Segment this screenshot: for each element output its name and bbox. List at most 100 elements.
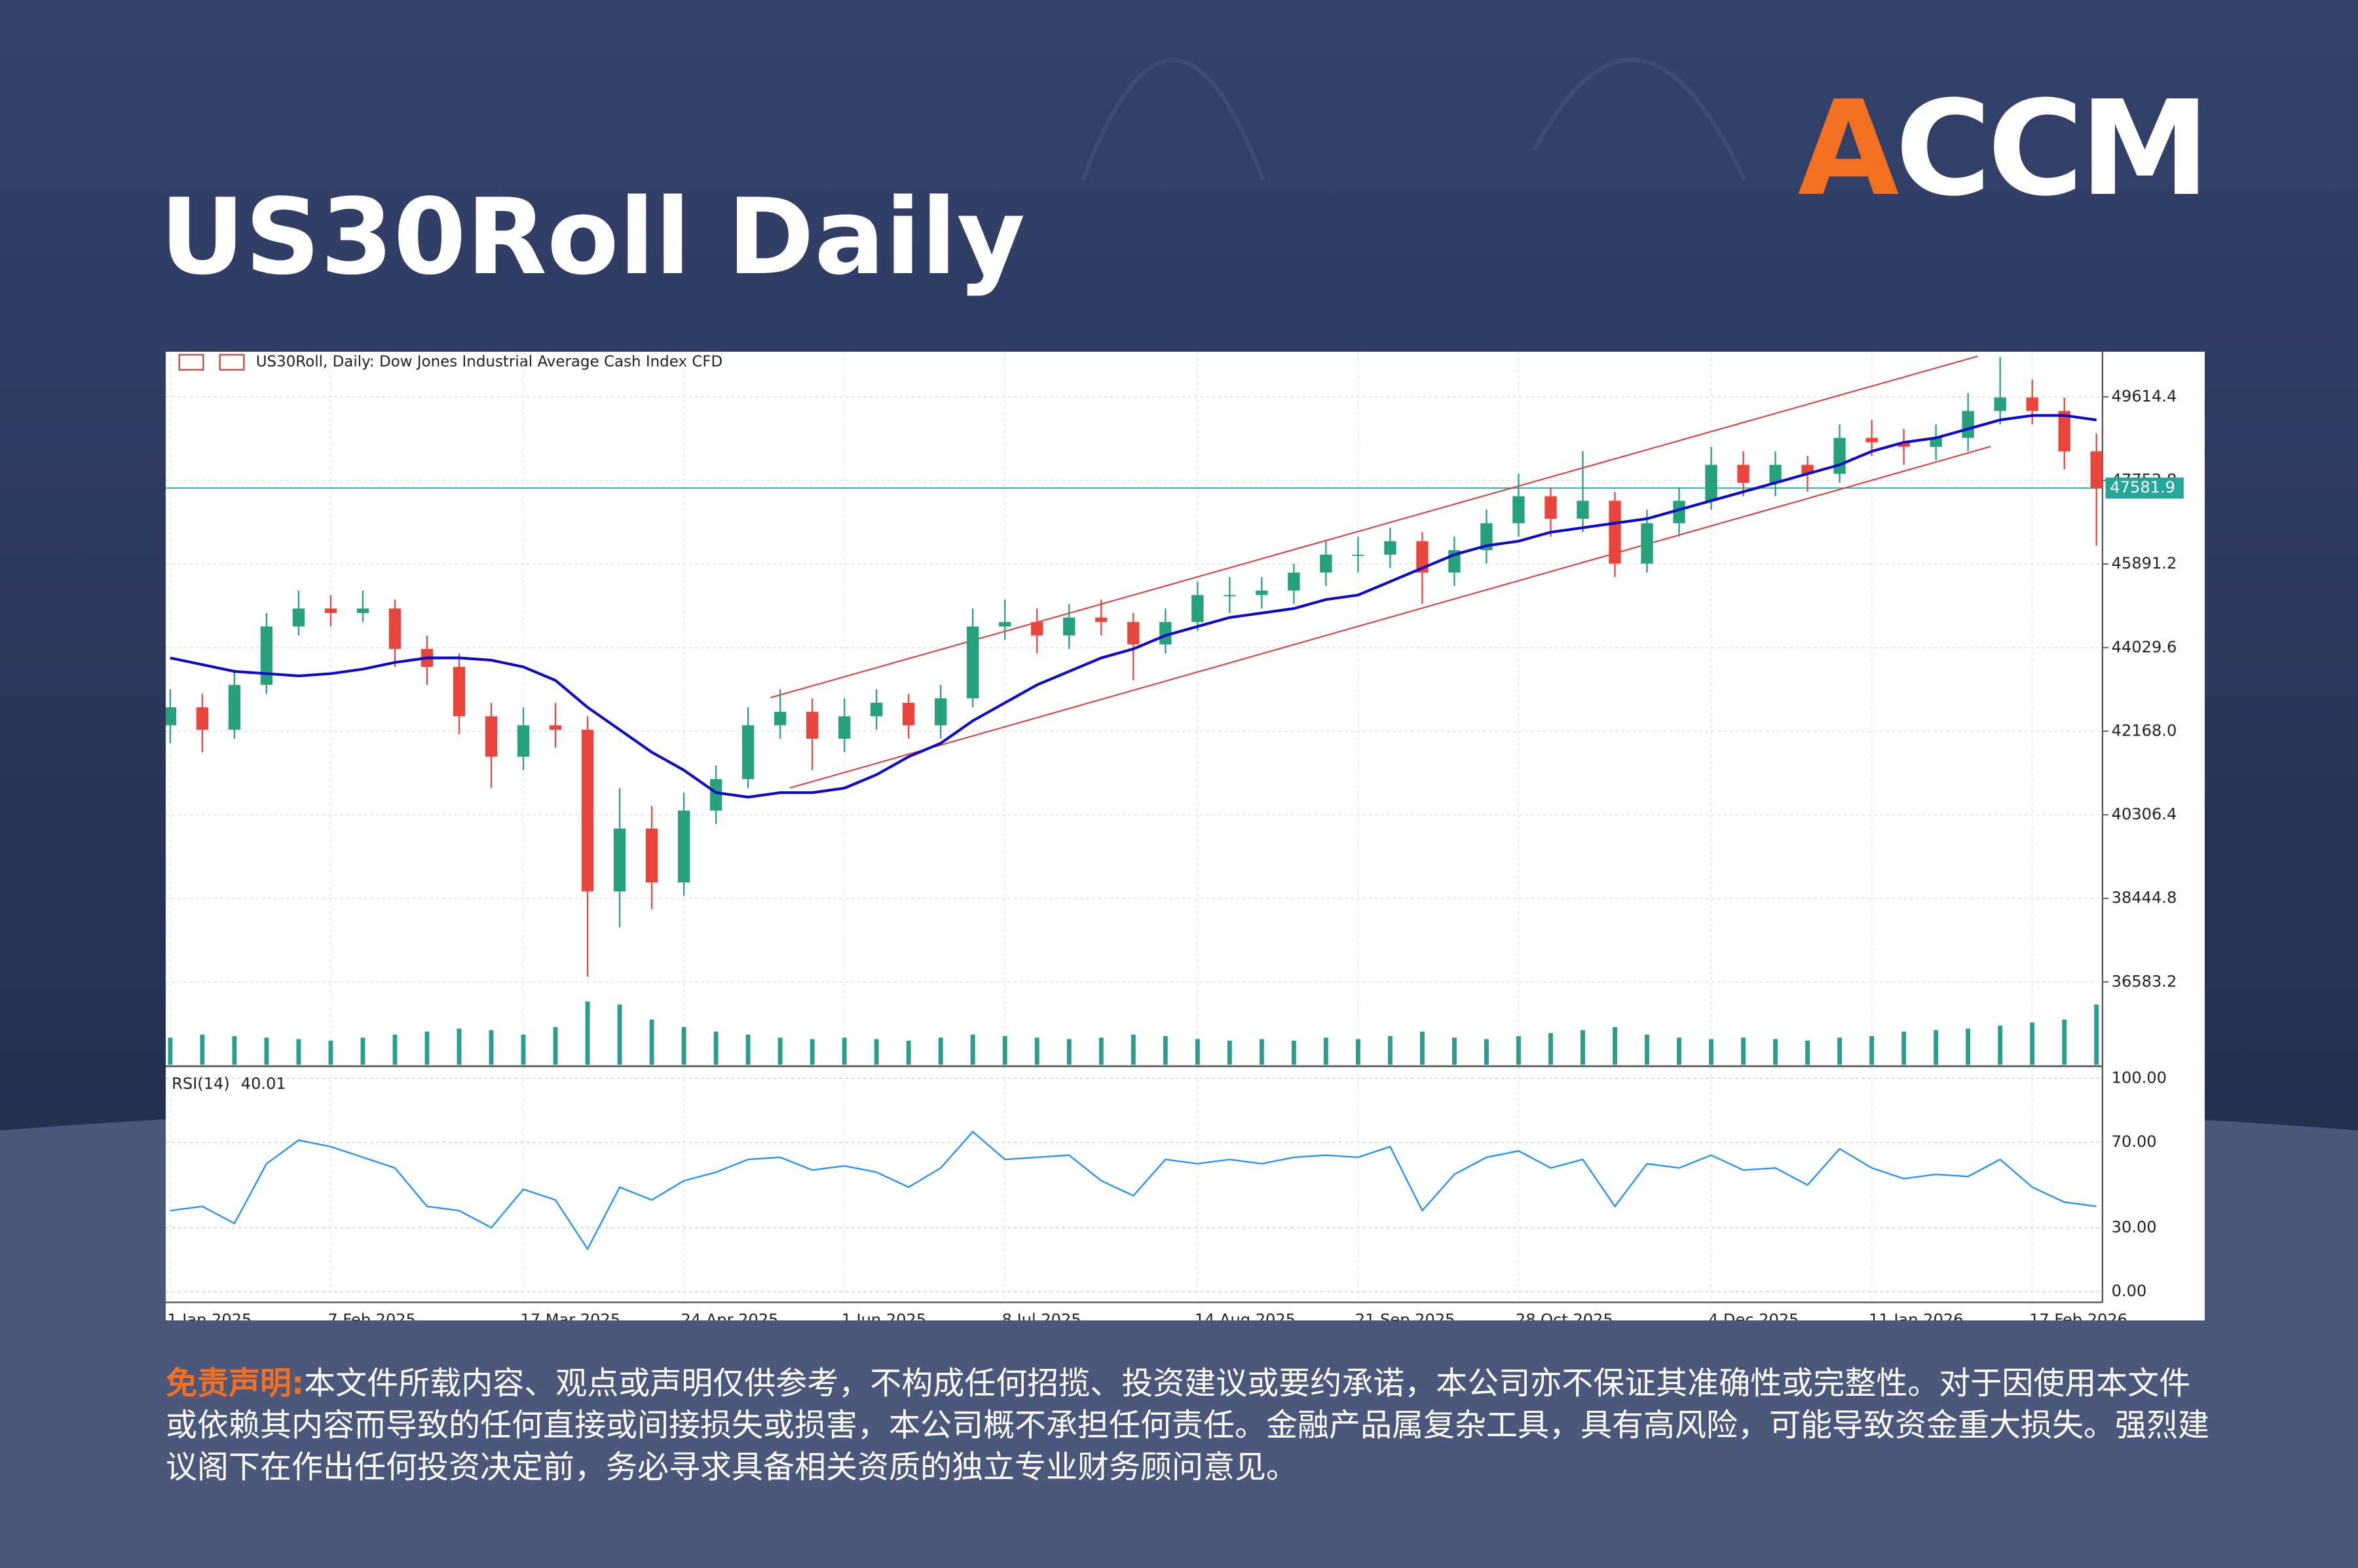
volume-bar <box>1677 1037 1681 1065</box>
volume-bar <box>1066 1039 1072 1065</box>
candle-body <box>1159 622 1172 644</box>
last-price-box <box>2105 477 2184 499</box>
volume-bar <box>842 1037 847 1065</box>
chart-subtitle: US30Roll, Daily: Dow Jones Industrial Av… <box>256 354 722 371</box>
volume-bar <box>713 1032 719 1065</box>
volume-bar <box>392 1034 398 1065</box>
candle-body <box>453 667 466 717</box>
candle-body <box>645 829 658 883</box>
candle-body <box>356 608 369 613</box>
candle-body <box>485 716 498 757</box>
volume-bar <box>1227 1040 1232 1065</box>
x-tick-label: 21 Sep 2025 <box>1355 1311 1455 1320</box>
rsi-value: 40.01 <box>241 1074 286 1092</box>
volume-bar <box>1323 1037 1328 1065</box>
candle-body <box>1705 464 1717 501</box>
candle-body <box>613 829 626 892</box>
volume-bar <box>810 1039 815 1065</box>
candle-body <box>1544 496 1557 519</box>
candle-body <box>1833 438 1846 474</box>
candle-body <box>806 711 819 739</box>
volume-bar <box>232 1036 237 1065</box>
volume-bar <box>1709 1039 1713 1065</box>
volume-bar <box>2062 1019 2067 1065</box>
y-tick-label: 45891.2 <box>2112 554 2177 572</box>
rsi-tick-label: 0.00 <box>2112 1282 2147 1300</box>
candle-body <box>1256 590 1268 595</box>
candle-body <box>196 707 209 730</box>
candle-body <box>1480 523 1493 550</box>
last-price-label: 47581.9 <box>2110 478 2175 496</box>
candle-body <box>1352 554 1364 556</box>
candle-body <box>1384 541 1396 555</box>
candle-body <box>1224 595 1236 597</box>
candle-body <box>292 608 305 627</box>
volume-bar <box>585 1001 590 1065</box>
x-tick-label: 1 Jan 2025 <box>167 1311 252 1320</box>
candle-body <box>1898 442 1910 447</box>
volume-bar <box>521 1034 526 1065</box>
chart: US30Roll, Daily: Dow Jones Industrial Av… <box>166 352 2205 1320</box>
bg-deco <box>1080 58 1265 181</box>
candle-body <box>1095 617 1108 622</box>
y-tick-label: 44029.6 <box>2112 638 2177 656</box>
volume-bar <box>424 1032 430 1065</box>
y-tick-label: 49614.4 <box>2112 387 2177 405</box>
volume-bar <box>1581 1030 1585 1065</box>
volume-bar <box>874 1039 879 1065</box>
candle-body <box>549 725 562 730</box>
volume-bar <box>1098 1037 1104 1065</box>
candle-body <box>517 725 530 757</box>
candle-body <box>1416 541 1429 573</box>
volume-bar <box>328 1040 333 1065</box>
x-tick-label: 4 Dec 2025 <box>1708 1311 1799 1320</box>
candle-body <box>260 626 273 685</box>
volume-bar <box>553 1027 558 1065</box>
volume-bar <box>1163 1036 1168 1065</box>
volume-bar <box>1387 1036 1393 1065</box>
volume-bar <box>168 1037 173 1065</box>
volume-bar <box>264 1037 269 1065</box>
candle-body <box>1512 496 1525 523</box>
candle-body <box>2090 451 2103 489</box>
candle-body <box>1577 500 1589 519</box>
volume-bar <box>296 1039 301 1065</box>
volume-bar <box>777 1037 783 1065</box>
candle-body <box>1063 617 1076 636</box>
candle-body <box>2058 411 2070 452</box>
volume-bar <box>1516 1036 1521 1065</box>
plot: 49614.447752.845891.244029.642168.040306… <box>166 352 2184 1320</box>
candle-body <box>581 730 594 892</box>
candle-body <box>1127 622 1140 644</box>
candle-body <box>1962 411 1974 438</box>
candle-body <box>709 779 722 811</box>
volume-bar <box>1484 1039 1489 1065</box>
y-tick-label: 42168.0 <box>2112 721 2177 739</box>
y-tick-label: 36583.2 <box>2112 972 2177 990</box>
volume-bar <box>200 1034 205 1065</box>
toolbar-icon <box>219 354 245 371</box>
logo: ACCM <box>1797 73 2210 225</box>
x-tick-label: 8 Jul 2025 <box>1002 1311 1081 1320</box>
volume-bar <box>1419 1032 1425 1065</box>
volume-bar <box>1195 1039 1200 1065</box>
candle-body <box>324 608 337 613</box>
moving-average <box>170 414 2097 799</box>
candle-body <box>838 716 851 739</box>
candle-body <box>903 703 915 726</box>
volume-bar <box>489 1030 494 1065</box>
volume-bar <box>938 1037 943 1065</box>
candle-body <box>166 707 177 726</box>
x-tick-label: 11 Jan 2026 <box>1869 1311 1963 1320</box>
rsi-label: RSI(14) <box>172 1074 230 1092</box>
rsi-line <box>170 1130 2097 1251</box>
channel-line <box>789 445 1991 789</box>
candle-body <box>388 608 402 649</box>
candle-body <box>1288 572 1300 591</box>
x-tick-label: 14 Aug 2025 <box>1195 1311 1296 1320</box>
candle-body <box>741 725 755 779</box>
candle-body <box>228 684 241 730</box>
x-tick-label: 1 Jun 2025 <box>842 1311 927 1320</box>
volume-bar <box>2094 1004 2099 1065</box>
